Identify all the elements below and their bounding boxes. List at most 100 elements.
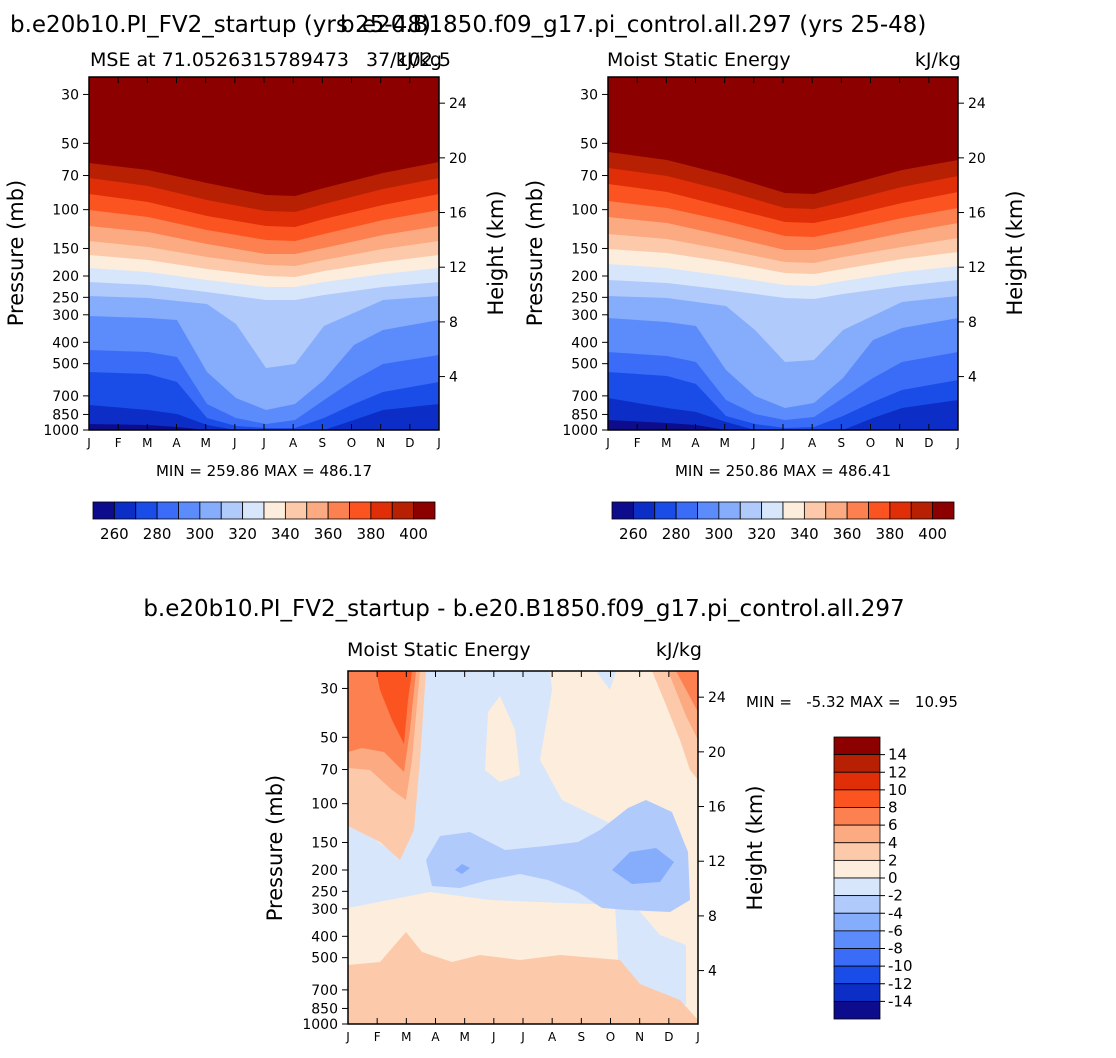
colorbar-label: -12 <box>888 975 913 993</box>
colorbar-swatch <box>178 501 201 520</box>
x-tick-label: J <box>605 436 610 450</box>
colorbar-swatch <box>833 948 881 967</box>
y-tick-label: 200 <box>311 863 338 879</box>
x-tick-label: M <box>719 436 729 450</box>
colorbar-swatch <box>284 501 308 520</box>
y2-tick-label: 4 <box>708 964 717 980</box>
x-tick-label: J <box>520 1030 525 1044</box>
colorbar-swatch <box>718 501 741 520</box>
colorbar-swatch <box>739 501 763 520</box>
panel-3-title: b.e20b10.PI_FV2_startup - b.e20.B1850.f0… <box>143 596 904 622</box>
colorbar-label: 12 <box>888 763 907 781</box>
x-tick-label: F <box>634 436 641 450</box>
x-tick-label: D <box>664 1030 673 1044</box>
colorbar-swatch <box>92 501 115 520</box>
colorbar-swatch <box>199 501 222 520</box>
y-tick-label: 850 <box>571 407 598 423</box>
colorbar-swatch <box>156 501 179 520</box>
panel-1-colorbar: 260 280 300 320 340 360 380 400 <box>92 501 436 543</box>
y2-tick-label: 4 <box>449 370 458 386</box>
colorbar-swatch <box>833 736 881 756</box>
x-tick-label: F <box>374 1030 381 1044</box>
x-tick-label: N <box>376 436 385 450</box>
colorbar-swatch <box>349 501 372 520</box>
colorbar-swatch <box>113 501 137 520</box>
colorbar-label: -4 <box>888 904 903 922</box>
colorbar-label: 300 <box>186 525 215 543</box>
y-tick-label: 850 <box>311 1001 338 1017</box>
panel-2-ylabel-right: Height (km) <box>1003 190 1027 315</box>
colorbar-label: -10 <box>888 957 913 975</box>
x-tick-label: M <box>200 436 210 450</box>
x-tick-label: O <box>347 436 356 450</box>
panel-3-contour-band <box>455 864 470 874</box>
colorbar-label: -8 <box>888 940 903 958</box>
panel-3-axes: J F M A M J J A S O N D J 30 50 70 100 150 200 250 300 400 500… <box>302 671 726 1044</box>
y-tick-label: 150 <box>52 241 79 257</box>
x-tick-label: J <box>345 1030 350 1044</box>
y-tick-label: 500 <box>571 357 598 373</box>
y-tick-label: 70 <box>580 169 598 185</box>
colorbar-swatch <box>833 912 881 932</box>
panel-3-contour-band <box>676 671 698 712</box>
y-tick-label: 400 <box>311 929 338 945</box>
colorbar-label: -6 <box>888 922 903 940</box>
y-tick-label: 700 <box>311 983 338 999</box>
y-tick-label: 100 <box>311 797 338 813</box>
colorbar-swatch <box>932 501 955 520</box>
x-tick-label: M <box>142 436 152 450</box>
y-tick-label: 300 <box>571 308 598 324</box>
panel-2-subtitle-left: Moist Static Energy <box>607 49 791 71</box>
y-tick-label: 100 <box>52 203 79 219</box>
y-tick-label: 200 <box>571 269 598 285</box>
x-tick-label: J <box>86 436 91 450</box>
colorbar-label: -14 <box>888 992 913 1010</box>
y2-tick-label: 24 <box>449 96 467 112</box>
colorbar-swatch <box>632 501 656 520</box>
x-tick-label: F <box>115 436 122 450</box>
colorbar-swatch <box>654 501 677 520</box>
y-tick-label: 400 <box>52 335 79 351</box>
colorbar-label: 4 <box>888 834 898 852</box>
colorbar-swatch <box>833 1000 881 1020</box>
y-tick-label: 850 <box>52 407 79 423</box>
x-tick-label: S <box>319 436 327 450</box>
colorbar-swatch <box>889 501 912 520</box>
y2-tick-label: 12 <box>968 260 986 276</box>
panel-1-title: b.e20b10.PI_FV2_startup (yrs 25-48) <box>10 12 431 38</box>
panel-2-axes: J F M A M J J A S O N D J 30 50 70 100 150 200 250 300 400 500… <box>562 77 986 450</box>
colorbar-swatch <box>675 501 698 520</box>
y-tick-label: 1000 <box>43 423 79 439</box>
y-tick-label: 500 <box>52 357 79 373</box>
colorbar-swatch <box>370 501 393 520</box>
y-tick-label: 70 <box>320 763 338 779</box>
y-tick-label: 200 <box>52 269 79 285</box>
x-tick-label: S <box>578 1030 586 1044</box>
y2-tick-label: 20 <box>708 745 726 761</box>
colorbar-swatch <box>803 501 827 520</box>
y2-tick-label: 8 <box>968 315 977 331</box>
y-tick-label: 30 <box>61 87 79 103</box>
y2-tick-label: 20 <box>449 151 467 167</box>
colorbar-swatch <box>833 824 881 844</box>
colorbar-label: 380 <box>876 525 905 543</box>
y-tick-label: 1000 <box>562 423 598 439</box>
colorbar-label: 8 <box>888 799 898 817</box>
x-tick-label: A <box>289 436 298 450</box>
panel-2-contour-band <box>608 398 958 430</box>
panel-2-subtitle-right: kJ/kg <box>915 49 961 71</box>
y-tick-label: 300 <box>311 902 338 918</box>
panel-1: b.e20b10.PI_FV2_startup (yrs 25-48) MSE … <box>4 12 508 543</box>
y2-tick-label: 16 <box>968 206 986 222</box>
panel-2-title: b.e20.B1850.f09_g17.pi_control.all.297 (… <box>340 12 926 38</box>
y-tick-label: 700 <box>52 389 79 405</box>
panel-2-plot-area <box>608 77 958 430</box>
panel-3-min-max: MIN = -5.32 MAX = 10.95 <box>746 693 958 711</box>
x-tick-label: M <box>661 436 671 450</box>
y-tick-label: 300 <box>52 308 79 324</box>
y2-tick-label: 20 <box>968 151 986 167</box>
panel-3-contour-band <box>612 848 674 884</box>
panel-3-contour-band <box>348 932 698 1024</box>
colorbar-label: 380 <box>357 525 386 543</box>
colorbar-label: 400 <box>918 525 947 543</box>
